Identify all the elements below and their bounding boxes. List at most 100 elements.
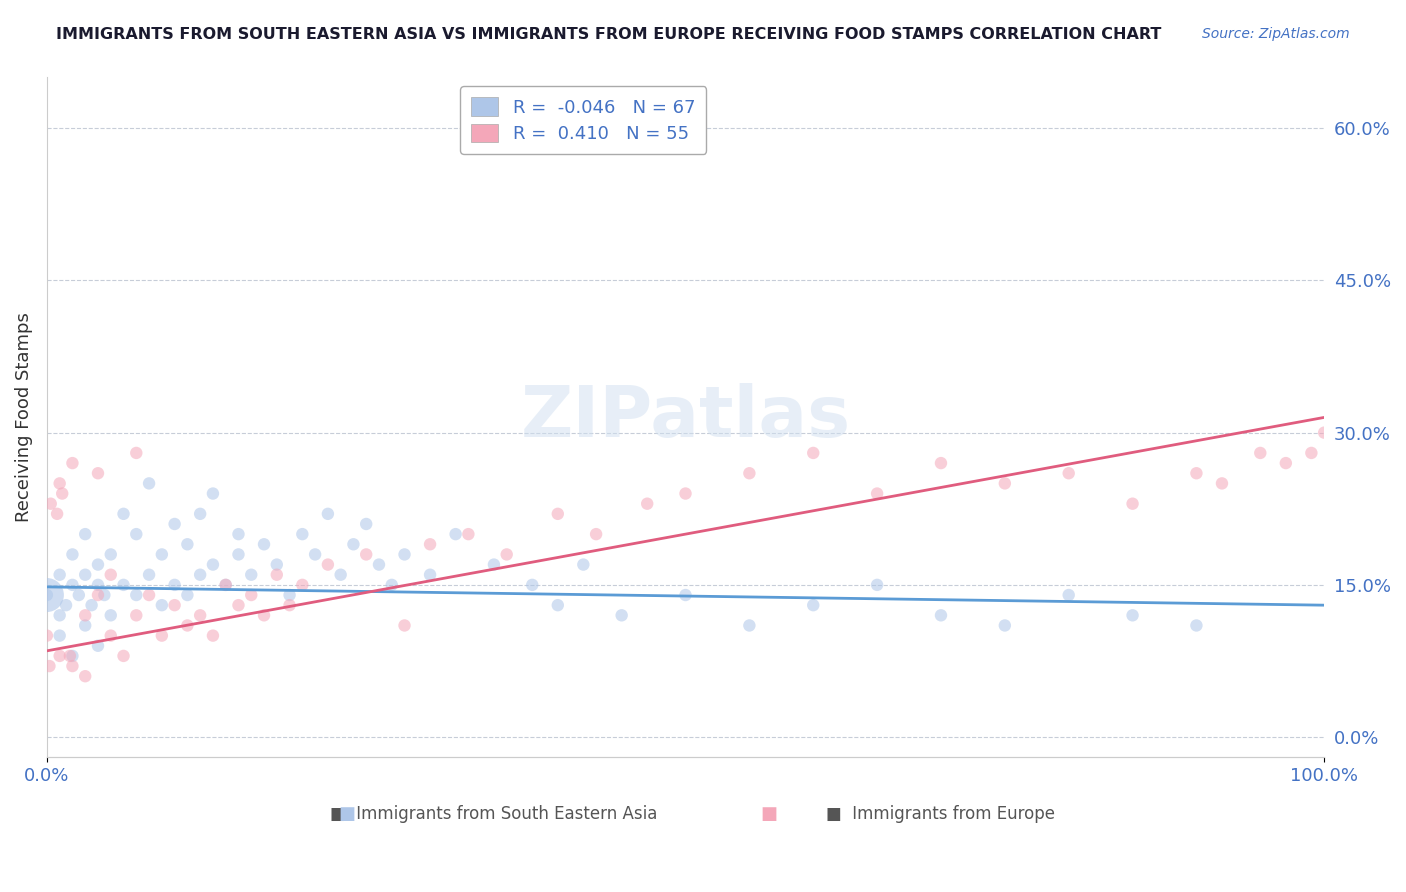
Point <box>62 548 84 562</box>
Point <box>381 578 404 592</box>
Point <box>48 608 70 623</box>
Point <box>266 567 288 582</box>
Point <box>93 588 115 602</box>
Point <box>738 618 761 632</box>
Point <box>150 629 173 643</box>
Point <box>87 467 110 481</box>
Point <box>201 629 224 643</box>
Point <box>87 578 110 592</box>
Legend: R =  -0.046   N = 67, R =  0.410   N = 55: R = -0.046 N = 67, R = 0.410 N = 55 <box>461 87 706 154</box>
Point <box>75 527 97 541</box>
Point <box>929 456 952 470</box>
Point <box>228 527 250 541</box>
Point <box>201 558 224 572</box>
Point <box>240 567 263 582</box>
Point <box>572 558 595 572</box>
Point <box>253 608 276 623</box>
Point <box>266 558 288 572</box>
Point <box>62 659 84 673</box>
Point <box>188 608 211 623</box>
Point <box>138 476 160 491</box>
Point <box>80 598 103 612</box>
Point <box>112 648 135 663</box>
Point <box>138 567 160 582</box>
Point <box>419 537 441 551</box>
Point <box>522 578 544 592</box>
Point <box>394 618 416 632</box>
Point <box>100 629 122 643</box>
Point <box>125 588 148 602</box>
Point <box>801 446 824 460</box>
Point <box>482 558 505 572</box>
Point <box>547 598 569 612</box>
Point <box>1185 467 1208 481</box>
Point <box>100 608 122 623</box>
Point <box>46 507 69 521</box>
Point <box>329 567 352 582</box>
Point <box>495 548 517 562</box>
Text: ■: ■ <box>339 805 356 823</box>
Point <box>188 507 211 521</box>
Point <box>112 507 135 521</box>
Point <box>354 548 377 562</box>
Text: ■  Immigrants from Europe: ■ Immigrants from Europe <box>827 805 1056 823</box>
Point <box>636 497 658 511</box>
Text: ■  Immigrants from South Eastern Asia: ■ Immigrants from South Eastern Asia <box>330 805 658 823</box>
Point <box>253 537 276 551</box>
Point <box>39 497 62 511</box>
Point <box>585 527 607 541</box>
Point <box>738 467 761 481</box>
Point <box>547 507 569 521</box>
Point <box>87 588 110 602</box>
Point <box>278 588 301 602</box>
Point <box>75 669 97 683</box>
Point <box>35 588 58 602</box>
Point <box>444 527 467 541</box>
Point <box>801 598 824 612</box>
Point <box>176 537 198 551</box>
Point <box>1211 476 1233 491</box>
Point <box>87 558 110 572</box>
Point <box>48 567 70 582</box>
Point <box>125 527 148 541</box>
Point <box>278 598 301 612</box>
Text: IMMIGRANTS FROM SOUTH EASTERN ASIA VS IMMIGRANTS FROM EUROPE RECEIVING FOOD STAM: IMMIGRANTS FROM SOUTH EASTERN ASIA VS IM… <box>56 27 1161 42</box>
Point <box>62 648 84 663</box>
Point <box>48 648 70 663</box>
Point <box>1275 456 1298 470</box>
Point <box>176 618 198 632</box>
Point <box>1313 425 1336 440</box>
Point <box>188 567 211 582</box>
Point <box>112 578 135 592</box>
Point <box>1301 446 1323 460</box>
Point <box>87 639 110 653</box>
Point <box>866 486 889 500</box>
Point <box>228 548 250 562</box>
Text: Source: ZipAtlas.com: Source: ZipAtlas.com <box>1202 27 1350 41</box>
Point <box>35 629 58 643</box>
Point <box>125 446 148 460</box>
Point <box>201 486 224 500</box>
Point <box>610 608 633 623</box>
Point <box>67 588 90 602</box>
Point <box>675 588 697 602</box>
Point <box>866 578 889 592</box>
Point <box>215 578 238 592</box>
Y-axis label: Receiving Food Stamps: Receiving Food Stamps <box>15 312 32 523</box>
Point <box>675 486 697 500</box>
Point <box>48 629 70 643</box>
Point <box>176 588 198 602</box>
Point <box>62 578 84 592</box>
Point <box>59 648 82 663</box>
Point <box>75 618 97 632</box>
Point <box>1122 608 1144 623</box>
Point <box>1122 497 1144 511</box>
Point <box>228 598 250 612</box>
Point <box>150 598 173 612</box>
Point <box>419 567 441 582</box>
Point <box>994 476 1017 491</box>
Point <box>1057 588 1080 602</box>
Point <box>100 567 122 582</box>
Point <box>62 456 84 470</box>
Point <box>316 507 339 521</box>
